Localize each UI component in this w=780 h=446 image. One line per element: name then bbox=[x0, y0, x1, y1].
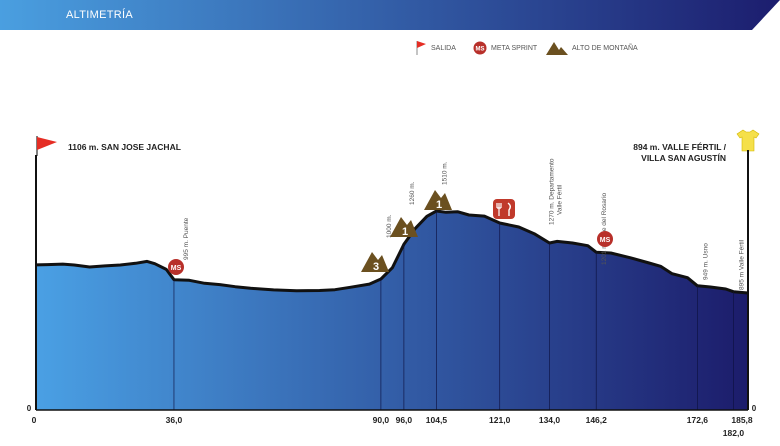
knife-icon bbox=[507, 202, 511, 216]
ms-badge-icon: MS bbox=[473, 41, 487, 55]
header-bar bbox=[0, 0, 780, 30]
point-label: 949 m. Usno bbox=[702, 243, 709, 280]
sprint-ms-icon bbox=[597, 231, 613, 247]
climb-mountain-icon bbox=[361, 252, 389, 272]
point-label: 995 m. Puente bbox=[183, 217, 190, 260]
yellow-jersey-icon bbox=[736, 129, 760, 152]
x-tick-label: 0 bbox=[32, 415, 37, 425]
start-city-label: 1106 m. SAN JOSE JACHAL bbox=[68, 142, 181, 152]
x-tick-label: 172,6 bbox=[687, 415, 709, 425]
start-flag-icon bbox=[36, 136, 57, 156]
x-tick-label: 134,0 bbox=[539, 415, 561, 425]
sprint-ms-icon bbox=[168, 259, 184, 275]
x-tick-label: 36,0 bbox=[166, 415, 183, 425]
svg-text:MS: MS bbox=[476, 47, 485, 53]
page-title: ALTIMETRÍA bbox=[66, 9, 133, 21]
mountain-icon bbox=[546, 42, 568, 55]
legend-label-mountain: ALTO DE MONTAÑA bbox=[572, 44, 638, 52]
x-tick-label: 96,0 bbox=[396, 415, 413, 425]
legend-label-start: SALIDA bbox=[431, 44, 456, 52]
point-label: 1510 m. bbox=[441, 161, 448, 185]
finish-city-line1: 894 m. VALLE FÉRTIL / bbox=[633, 142, 726, 152]
finish-city-label: 894 m. VALLE FÉRTIL / VILLA SAN AGUSTÍN bbox=[629, 142, 726, 164]
flag-icon bbox=[416, 41, 426, 55]
x-tick-label: 104,5 bbox=[426, 415, 448, 425]
climb-mountain-icon bbox=[424, 190, 452, 210]
climb-category-label: 3 bbox=[373, 261, 379, 273]
climb-category-label: 1 bbox=[402, 226, 408, 238]
y-axis-zero-left: 0 bbox=[27, 404, 32, 413]
fork-icon bbox=[496, 203, 502, 216]
feed-zone-icon bbox=[493, 199, 515, 219]
x-tick-label: 121,0 bbox=[489, 415, 511, 425]
point-label: 1000 m. bbox=[386, 214, 393, 238]
profile-area bbox=[36, 211, 748, 410]
x-tick-label: 185,8 bbox=[731, 415, 753, 425]
legend-item-start: SALIDA bbox=[415, 40, 456, 56]
y-axis-zero-right: 0 bbox=[752, 404, 757, 413]
climb-category-label: 1 bbox=[436, 199, 442, 211]
sprint-label: MS bbox=[600, 237, 611, 244]
point-label: 1201 m Valle del Rosario bbox=[601, 192, 608, 265]
climb-mountain-icon bbox=[390, 217, 418, 237]
legend-item-sprint: MS META SPRINT bbox=[473, 40, 537, 56]
legend-item-mountain: ALTO DE MONTAÑA bbox=[546, 40, 638, 56]
sprint-label: MS bbox=[171, 265, 182, 272]
x-tick-label: 90,0 bbox=[373, 415, 390, 425]
x-tick-label: 182,0 bbox=[723, 428, 745, 438]
point-label: Valle Fértil bbox=[556, 184, 563, 215]
point-label: 1260 m. bbox=[409, 181, 416, 205]
finish-city-line2: VILLA SAN AGUSTÍN bbox=[641, 153, 726, 163]
point-label: 1270 m. Departamento bbox=[548, 158, 555, 225]
x-tick-label: 146,2 bbox=[586, 415, 608, 425]
legend-label-sprint: META SPRINT bbox=[491, 44, 538, 52]
point-label: 895 m Valle Fértil bbox=[738, 239, 745, 290]
